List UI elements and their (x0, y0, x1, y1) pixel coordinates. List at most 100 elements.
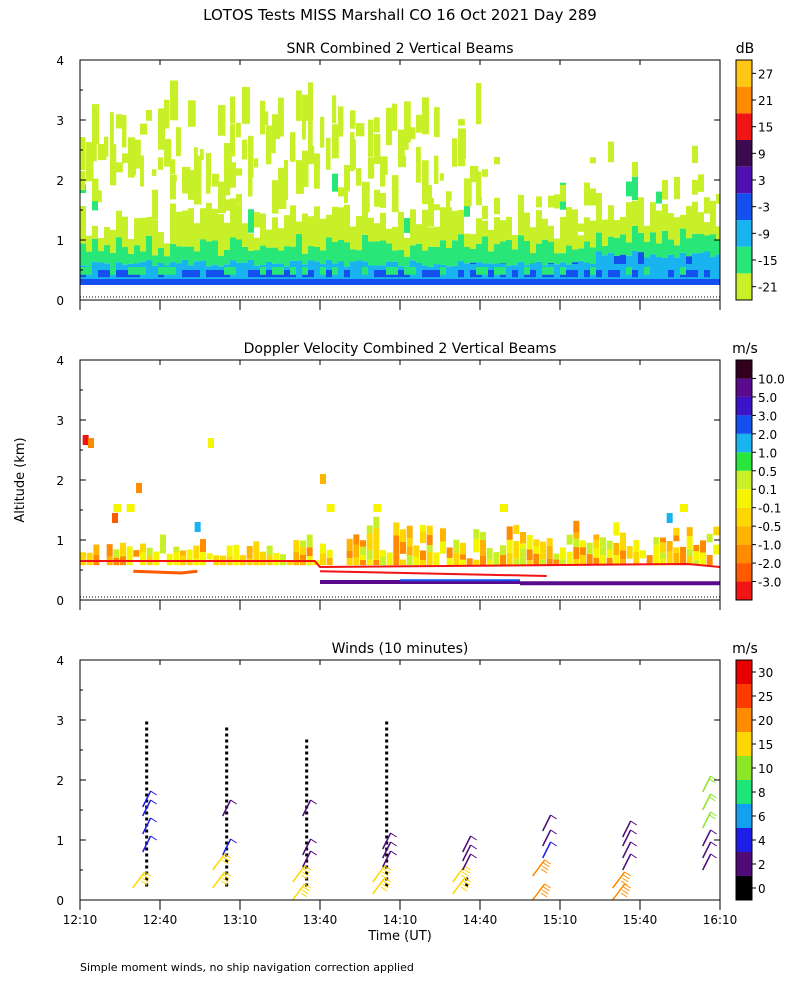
velocity-cell (166, 553, 173, 566)
snr-cell (92, 279, 98, 285)
velocity-cell (380, 550, 386, 557)
snr-cell (650, 202, 656, 233)
velocity-cell (406, 555, 413, 566)
snr-cell (452, 240, 458, 266)
snr-cell (158, 248, 164, 264)
footnote: Simple moment winds, no ship navigation … (80, 961, 414, 974)
snr-cell (188, 279, 194, 285)
snr-cell (386, 243, 392, 262)
winds-frame (79, 659, 721, 901)
snr-cell (602, 255, 608, 279)
snr-cell (608, 252, 614, 279)
snr-cell (428, 227, 434, 247)
wind-dot (145, 757, 149, 761)
wind-dot (305, 871, 309, 875)
snr-cell (296, 171, 304, 194)
velocity-cell (426, 551, 433, 566)
snr-cell (662, 203, 668, 231)
wind-barb-flag (464, 865, 471, 871)
wind-barb-flag (304, 865, 311, 871)
snr-cell (380, 192, 386, 208)
wind-barb-flag (709, 778, 716, 784)
snr-cell (392, 175, 399, 213)
velocity-cell (346, 558, 353, 566)
snr-cell (698, 234, 704, 253)
wind-dot (385, 751, 389, 755)
snr-cell (578, 235, 584, 249)
snr-cell (470, 234, 476, 250)
velocity-cell (520, 548, 526, 558)
velocity-cell (473, 538, 480, 548)
velocity-cell (400, 559, 406, 566)
wind-barb (701, 841, 712, 859)
velocity-cell (566, 534, 573, 545)
snr-cell (356, 260, 362, 279)
velocity-cell (620, 550, 626, 560)
velocity-cell (320, 553, 326, 566)
snr-cell (662, 279, 668, 285)
velocity-cell (700, 552, 706, 560)
snr-cell (356, 168, 362, 186)
wind-dot (385, 859, 389, 863)
snr-cell (272, 279, 278, 285)
snr-cell (194, 251, 200, 262)
snr-cell (560, 267, 566, 275)
colorbar-band (736, 489, 752, 508)
snr-cell (476, 243, 482, 263)
snr-cell (80, 205, 86, 244)
snr-cell (392, 103, 398, 131)
snr-cell (578, 248, 584, 261)
winds-field (132, 721, 717, 900)
velocity-cell (426, 545, 433, 552)
wind-dot (225, 781, 229, 785)
snr-cell (434, 270, 440, 278)
wind-dot (385, 799, 389, 803)
velocity-cell (286, 560, 293, 566)
velocity-cell (93, 544, 100, 556)
snr-cell (152, 255, 158, 266)
snr-cell (392, 250, 398, 262)
wind-barb (212, 853, 226, 871)
velocity-cell (526, 542, 533, 550)
snr-cell (542, 267, 548, 275)
velocity-cell (480, 555, 486, 566)
colorbar-label: 2 (758, 858, 766, 872)
velocity-cell (633, 540, 640, 552)
snr-cell (698, 252, 704, 279)
snr-cell (428, 270, 434, 278)
snr-cell (668, 270, 674, 278)
snr-cell (302, 253, 308, 265)
wind-dot (225, 745, 229, 749)
snr-cell (716, 279, 720, 285)
snr-cell (446, 207, 452, 249)
snr-cell (416, 224, 422, 244)
wind-dot (305, 793, 309, 797)
snr-cell (632, 225, 638, 251)
snr-cell (338, 187, 344, 197)
snr-cell (86, 251, 92, 267)
snr-cell (668, 279, 674, 285)
snr-cell (236, 204, 242, 240)
snr-cell (674, 257, 680, 279)
velocity-cell (513, 541, 520, 547)
snr-cell (428, 246, 434, 267)
velocity-cell (540, 559, 546, 566)
snr-cell (248, 159, 253, 197)
snr-cell (146, 109, 153, 121)
velocity-cell (360, 540, 366, 547)
velocity-cell (112, 513, 118, 523)
velocity-cell (326, 549, 333, 558)
snr-cell (542, 218, 548, 240)
snr-cell (458, 128, 467, 159)
snr-cell (182, 166, 191, 190)
snr-cell (116, 114, 123, 129)
snr-units: dB (736, 41, 755, 57)
velocity-cell (546, 558, 553, 566)
snr-cell (590, 279, 596, 285)
snr-cell (254, 158, 259, 168)
velocity-cell (400, 529, 406, 542)
velocity-cell (606, 549, 613, 558)
colorbar-label: -1.0 (758, 539, 781, 553)
snr-cell (680, 267, 686, 275)
